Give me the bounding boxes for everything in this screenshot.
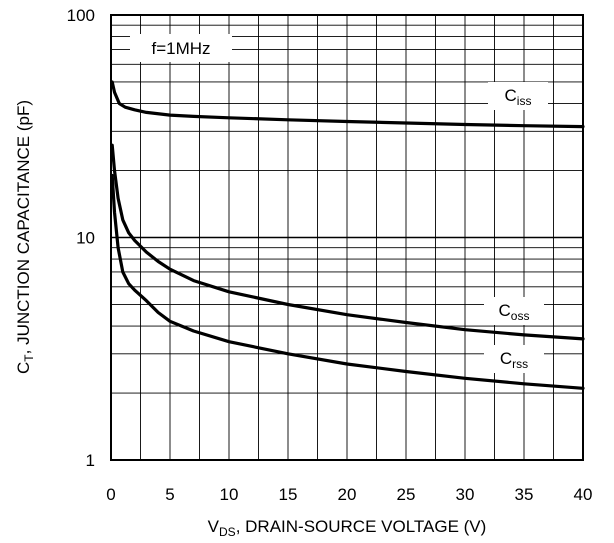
series-label-ciss: Ciss — [505, 86, 532, 108]
y-axis-label: CT, JUNCTION CAPACITANCE (pF) — [14, 100, 36, 374]
series-line-ciss — [110, 80, 585, 129]
y-tick-label: 100 — [67, 6, 95, 25]
tick-labels: 0 5 10 15 20 25 30 35 40 1 10 100 — [67, 6, 593, 504]
series-label-bg — [488, 82, 548, 110]
x-tick-label: 25 — [397, 485, 416, 504]
series-line-crss — [110, 173, 585, 390]
x-tick-label: 5 — [165, 485, 174, 504]
annotation-label: f=1MHz — [151, 39, 210, 58]
grid — [111, 15, 583, 460]
series-label-crss: Crss — [500, 349, 528, 371]
x-tick-label: 20 — [338, 485, 357, 504]
plot-frame — [110, 14, 584, 461]
y-tick-label: 1 — [86, 451, 95, 470]
annotation-box: f=1MHz — [130, 34, 232, 62]
curves — [110, 80, 585, 390]
x-tick-label: 30 — [456, 485, 475, 504]
x-tick-label: 15 — [279, 485, 298, 504]
series-line-coss — [110, 143, 585, 341]
x-tick-label: 10 — [220, 485, 239, 504]
x-tick-label: 0 — [106, 485, 115, 504]
series-label-bg — [484, 297, 544, 325]
series-label-bg — [484, 345, 544, 373]
y-tick-label: 10 — [76, 229, 95, 248]
series-labels: Ciss Coss Crss — [484, 82, 548, 373]
series-label-coss: Coss — [499, 301, 530, 323]
x-tick-label: 35 — [515, 485, 534, 504]
x-axis-label: VDS, DRAIN-SOURCE VOLTAGE (V) — [208, 517, 487, 539]
x-tick-label: 40 — [574, 485, 593, 504]
